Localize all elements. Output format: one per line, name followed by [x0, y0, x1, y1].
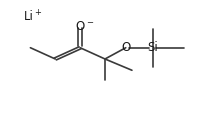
Text: −: −	[86, 18, 93, 27]
Text: O: O	[76, 20, 85, 33]
Text: +: +	[34, 8, 41, 17]
Text: Li: Li	[23, 10, 33, 23]
Text: Si: Si	[147, 41, 158, 54]
Text: O: O	[121, 41, 130, 54]
